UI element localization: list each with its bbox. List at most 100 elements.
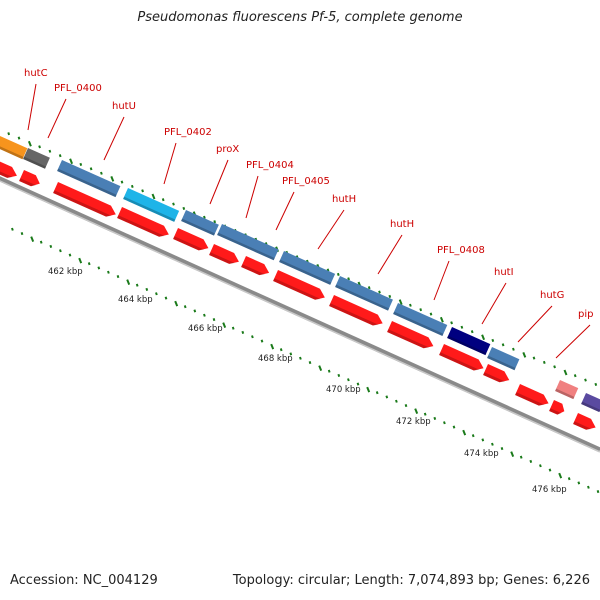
minor-tick [378,290,381,294]
minor-tick [336,272,340,277]
minor-tick [141,189,144,193]
minor-tick [409,303,412,307]
feature-box [217,224,279,261]
label-leader [47,98,67,139]
feature-box [181,210,219,236]
minor-tick [120,180,124,184]
gene-label: hutH [390,219,414,230]
minor-tick [519,455,523,459]
major-tick [462,429,467,436]
minor-tick [460,325,464,329]
label-leader [209,159,229,205]
minor-tick [87,262,91,266]
gene-label: PFL_0404 [246,160,294,171]
minor-tick [577,481,581,485]
major-tick [414,408,419,414]
major-tick [481,334,486,341]
cds-arrow [173,228,209,251]
minor-tick [573,374,577,378]
major-tick [174,300,179,307]
minor-tick [584,378,587,382]
major-tick [27,140,32,147]
minor-tick [203,313,206,317]
feature-box [581,393,600,413]
cds-arrow [241,256,270,276]
minor-tick [279,348,283,352]
minor-tick [529,459,533,464]
minor-tick [587,485,590,489]
minor-tick [443,421,446,425]
label-leader [27,83,37,131]
minor-tick [145,287,149,292]
minor-tick [423,412,427,416]
cds-arrow [515,384,549,406]
minor-tick [512,347,515,351]
gene-label: PFL_0405 [282,176,330,187]
minor-tick [203,215,206,219]
minor-tick [481,438,485,442]
label-leader [377,234,403,275]
cds-arrow [329,295,383,326]
feature-track [0,136,600,413]
scale-label: 464 kbp [118,295,153,305]
minor-tick [289,352,293,356]
scale-label: 466 kbp [188,324,223,334]
minor-tick [79,162,83,167]
feature-box [487,347,520,371]
genome-backbone [0,176,600,453]
minor-tick [48,149,52,153]
label-leaders [27,83,591,359]
minor-tick [337,373,341,378]
minor-tick [327,369,331,373]
minor-tick [182,206,186,211]
feature-box [23,148,50,169]
minor-tick [388,294,392,299]
scale-label: 472 kbp [396,417,431,427]
minor-tick [7,132,11,136]
gene-label: PFL_0402 [164,127,212,138]
minor-tick [491,442,494,446]
minor-tick [419,308,423,312]
cds-arrow [387,321,434,349]
minor-tick [68,253,72,257]
cds-arrow [53,182,116,217]
major-tick [30,236,35,242]
gene-label: PFL_0400 [54,83,102,94]
minor-tick [596,489,600,494]
gene-label: hutU [112,101,136,112]
gene-label: pip [578,309,593,320]
feature-box [447,327,491,356]
major-tick [69,158,74,165]
minor-tick [97,266,101,270]
minor-tick [155,292,158,296]
minor-tick [367,286,371,290]
minor-tick [375,391,379,395]
minor-tick [116,274,120,279]
cds-arrow [19,170,40,187]
minor-tick [100,171,103,175]
minor-tick [542,360,546,365]
minor-tick [17,136,21,140]
label-leader [245,175,259,219]
gene-label: hutC [24,68,48,79]
feature-box [335,276,393,311]
label-leader [517,305,553,343]
minor-tick [501,343,505,347]
minor-tick [450,321,453,325]
minor-tick [11,227,14,231]
scale-label: 476 kbp [532,485,567,495]
gene-label: proX [216,144,239,155]
scale-labels: 462 kbp 464 kbp 466 kbp 468 kbp 470 kbp 472 k… [48,267,567,495]
minor-tick [260,339,264,343]
cds-arrow [439,344,484,371]
minor-tick [532,356,536,360]
label-leader [275,191,295,231]
minor-tick [161,198,165,202]
label-leader [433,260,450,301]
minor-tick [553,365,556,369]
minor-tick [433,416,437,421]
major-tick [318,365,323,371]
scale-label: 462 kbp [48,267,83,277]
minor-tick [89,167,93,171]
minor-tick [241,330,245,335]
